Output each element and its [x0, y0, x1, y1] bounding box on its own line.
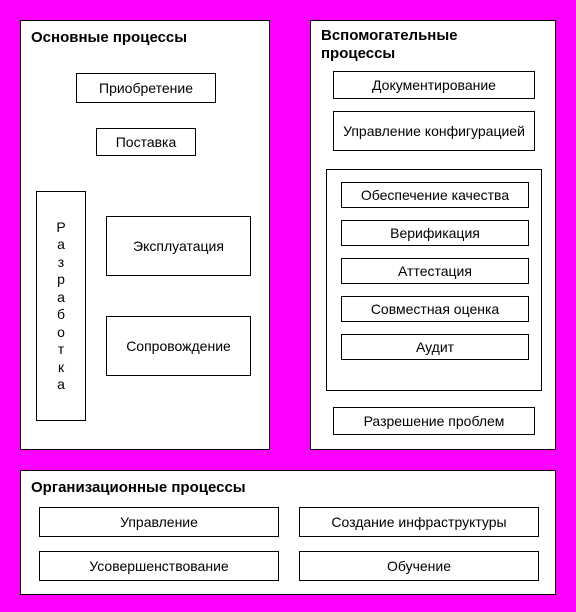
box-config-mgmt: Управление конфигурацией [333, 111, 535, 151]
panel-main-title: Основные процессы [31, 29, 187, 47]
box-documentation: Документирование [333, 71, 535, 99]
box-development-vertical: Разработка [36, 191, 86, 421]
panel-support-title: Вспомогательные процессы [321, 27, 458, 63]
box-supply: Поставка [96, 128, 196, 156]
diagram-canvas: Основные процессы Приобретение Поставка … [0, 0, 576, 612]
panel-support-processes: Вспомогательные процессы Документировани… [310, 20, 556, 450]
box-management-label: Управление [120, 514, 198, 531]
panel-org-title: Организационные процессы [31, 479, 246, 497]
box-verification-label: Верификация [390, 225, 480, 242]
box-improvement-label: Усовершенствование [89, 558, 228, 575]
box-infrastructure: Создание инфраструктуры [299, 507, 539, 537]
vertical-char: а [57, 376, 65, 394]
box-improvement: Усовершенствование [39, 551, 279, 581]
box-attestation: Аттестация [341, 258, 529, 284]
box-attestation-label: Аттестация [398, 263, 472, 280]
box-management: Управление [39, 507, 279, 537]
vertical-char: б [57, 306, 65, 324]
vertical-char: а [57, 289, 65, 307]
inner-panel-qa-group: Обеспечение качества Верификация Аттеста… [326, 169, 542, 391]
box-audit: Аудит [341, 334, 529, 360]
box-qa-label: Обеспечение качества [361, 187, 509, 204]
box-operation-label: Эксплуатация [133, 238, 224, 255]
vertical-char: о [57, 324, 65, 342]
box-training: Обучение [299, 551, 539, 581]
box-maintenance: Сопровождение [106, 316, 251, 376]
box-qa: Обеспечение качества [341, 182, 529, 208]
box-maintenance-label: Сопровождение [126, 338, 231, 355]
vertical-char: Р [56, 219, 65, 237]
vertical-char: т [58, 341, 64, 359]
box-config-mgmt-label: Управление конфигурацией [343, 123, 525, 140]
box-acquisition-label: Приобретение [99, 80, 193, 97]
vertical-char: з [58, 254, 64, 272]
box-joint-review-label: Совместная оценка [371, 301, 499, 318]
box-joint-review: Совместная оценка [341, 296, 529, 322]
box-audit-label: Аудит [416, 339, 454, 356]
vertical-char: р [57, 271, 65, 289]
box-problem-resolution: Разрешение проблем [333, 407, 535, 435]
vertical-char: к [58, 359, 64, 377]
box-documentation-label: Документирование [372, 77, 496, 94]
panel-org-processes: Организационные процессы Управление Созд… [20, 470, 556, 595]
box-acquisition: Приобретение [76, 73, 216, 103]
vertical-char: а [57, 236, 65, 254]
box-problem-resolution-label: Разрешение проблем [364, 413, 505, 430]
box-training-label: Обучение [387, 558, 451, 575]
panel-main-processes: Основные процессы Приобретение Поставка … [20, 20, 270, 450]
box-operation: Эксплуатация [106, 216, 251, 276]
box-infrastructure-label: Создание инфраструктуры [331, 514, 506, 531]
box-verification: Верификация [341, 220, 529, 246]
box-supply-label: Поставка [116, 134, 177, 151]
